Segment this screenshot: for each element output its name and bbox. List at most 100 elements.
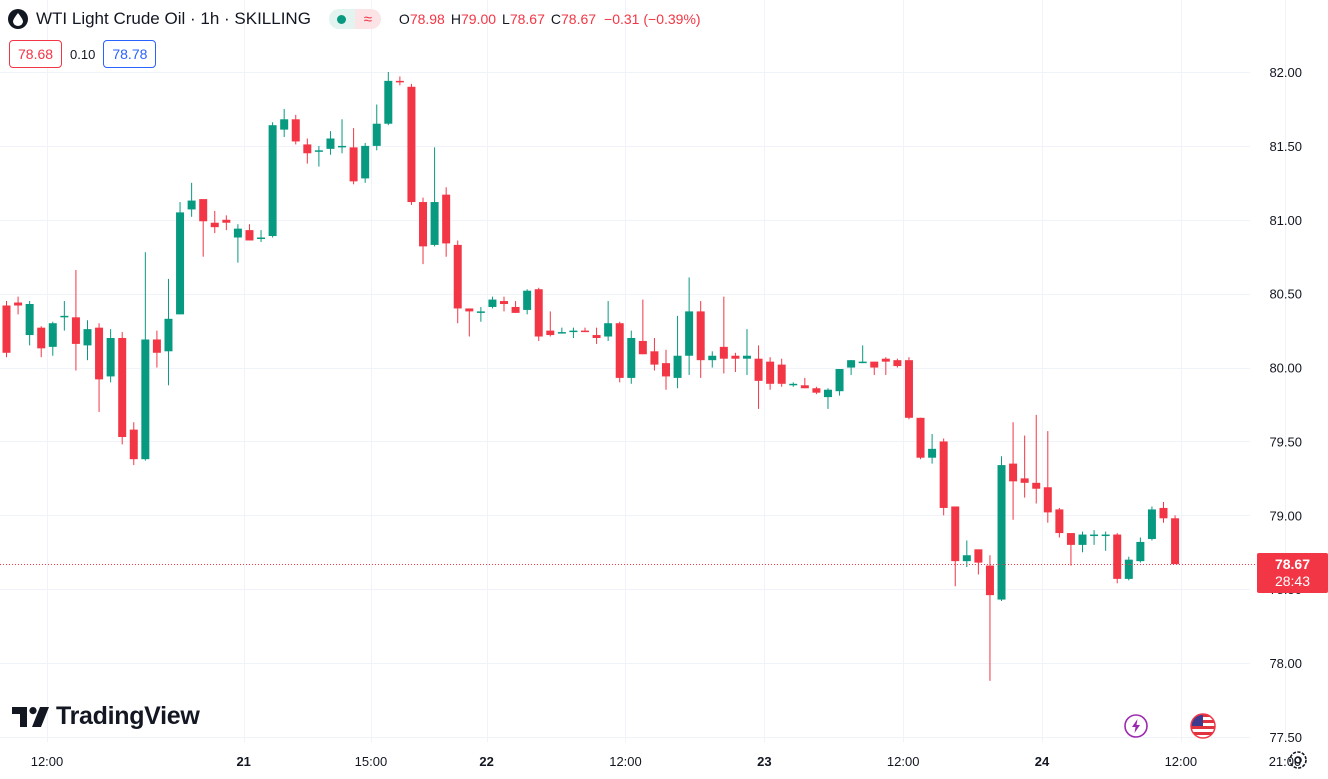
candle (858, 345, 867, 364)
candle-body (661, 363, 670, 377)
candle-body (1124, 559, 1133, 579)
candle-body (442, 194, 451, 244)
candle (777, 358, 786, 387)
candle (303, 138, 312, 164)
candle (962, 540, 971, 568)
candle-body (129, 429, 138, 460)
ohlc-values: O78.98 H79.00 L78.67 C78.67 −0.31 (−0.39… (399, 11, 701, 27)
candle (985, 555, 994, 681)
bar-countdown: 28:43 (1274, 573, 1311, 589)
candle (187, 182, 196, 217)
candle-body (1147, 509, 1156, 539)
candle-body (187, 200, 196, 210)
time-tick-label: 23 (757, 754, 771, 769)
candle (25, 301, 34, 346)
candle (500, 296, 509, 312)
candle-body (1020, 478, 1029, 483)
spread-value: 0.10 (70, 46, 96, 62)
candle (407, 83, 416, 205)
candle-body (233, 228, 242, 238)
candle (419, 197, 428, 265)
candle (372, 104, 381, 151)
close-value: 78.67 (561, 11, 597, 27)
time-axis[interactable]: 12:00 21 15:00 22 12:00 23 12:00 24 12:00 21:00 (31, 754, 1302, 769)
grid-lines (0, 0, 1286, 742)
candles (2, 72, 1180, 681)
candle (928, 434, 937, 464)
candle (384, 72, 393, 126)
us-flag-event-icon[interactable] (1190, 713, 1216, 739)
candle-body (60, 315, 69, 318)
close-label: C (550, 11, 561, 27)
open-label: O (398, 11, 410, 27)
candle (152, 330, 161, 368)
market-status-pill[interactable]: ≈ (328, 9, 381, 29)
candle (106, 329, 115, 383)
candle-body (1101, 534, 1110, 537)
lightning-event-icon[interactable] (1124, 714, 1148, 738)
candle-body (962, 555, 971, 562)
tradingview-brand[interactable]: TradingView (12, 702, 200, 731)
candle (1124, 556, 1133, 581)
price-tick-label: 82.00 (1269, 65, 1302, 80)
trade-buttons: 78.68 0.10 78.78 (9, 40, 157, 68)
candle-body (280, 119, 289, 130)
candle-body (1171, 518, 1180, 565)
candle-body (511, 306, 520, 313)
candle (650, 338, 659, 371)
candle-body (500, 301, 509, 305)
candle (1113, 533, 1122, 584)
candle-body (384, 80, 393, 124)
candle-body (14, 302, 23, 306)
candle-body (1136, 541, 1145, 562)
candle-body (974, 549, 983, 563)
candle (141, 252, 150, 461)
candle-body (361, 145, 370, 179)
candle (1020, 435, 1029, 498)
candle-body (372, 123, 381, 146)
candle-body (1113, 534, 1122, 579)
candle-body (48, 323, 57, 347)
time-tick-label: 15:00 (355, 754, 388, 769)
candle-body (742, 355, 751, 359)
candle (476, 306, 485, 322)
candle-body (291, 119, 300, 142)
candle (835, 369, 844, 396)
buy-button[interactable]: 78.78 (103, 40, 157, 68)
candle-body (893, 360, 902, 367)
candle (60, 301, 69, 331)
candle-body (268, 125, 277, 237)
candle (326, 131, 335, 155)
candle-body (546, 330, 555, 336)
sell-button[interactable]: 78.68 (9, 40, 63, 68)
candle-body (557, 332, 566, 334)
settings-icon[interactable] (1287, 749, 1309, 776)
candle-body (83, 329, 92, 346)
candle (916, 417, 925, 460)
candle-body (407, 86, 416, 203)
candle-body (904, 360, 913, 418)
candle-body (847, 360, 856, 368)
candle (823, 388, 832, 409)
candle-body (465, 308, 474, 312)
price-tick-label: 81.50 (1269, 139, 1302, 154)
candle-body (338, 145, 347, 148)
symbol-title[interactable]: WTI Light Crude Oil · 1h · SKILLING (36, 9, 311, 28)
candle-body (326, 138, 335, 149)
candle (453, 240, 462, 324)
candle (847, 360, 856, 375)
candle-body (985, 565, 994, 596)
candle-body (951, 506, 960, 562)
candle (997, 456, 1006, 602)
candle (1171, 515, 1180, 565)
candle (557, 327, 566, 334)
price-tick-label: 79.50 (1269, 434, 1302, 449)
candle-body (569, 330, 578, 333)
candle-body (141, 339, 150, 460)
candle-body (164, 318, 173, 352)
candle-body (430, 202, 439, 245)
candle-body (349, 147, 358, 182)
symbol-drop-icon[interactable] (8, 9, 28, 29)
candle-body (939, 441, 948, 508)
